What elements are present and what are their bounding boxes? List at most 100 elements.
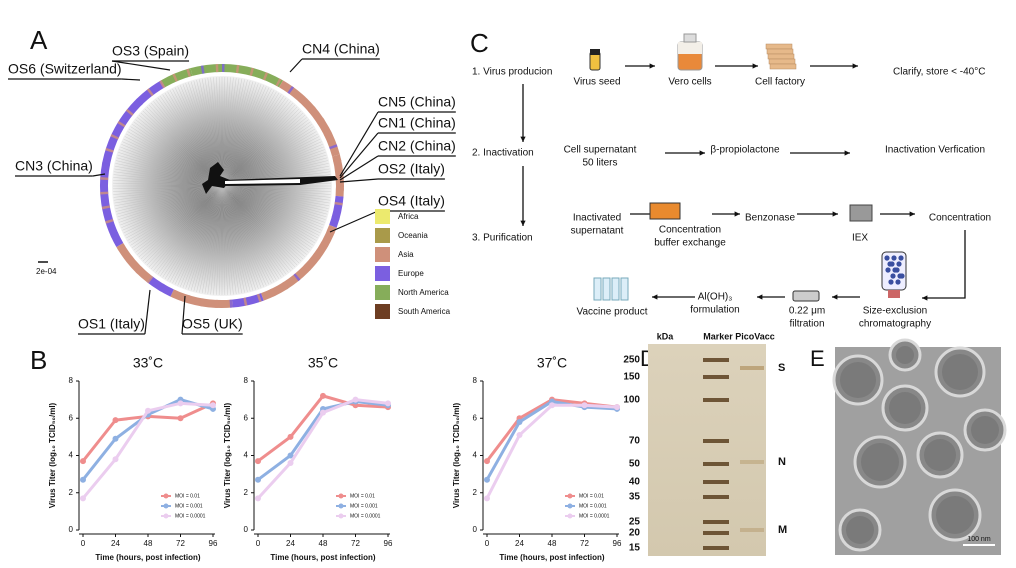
series-line <box>485 399 618 481</box>
label: OS3 (Spain) <box>112 43 189 59</box>
tree-branch <box>221 185 231 295</box>
ring-stripe <box>249 67 254 76</box>
tree-branch <box>135 119 223 187</box>
label: 33˚C <box>133 355 163 371</box>
sec-bead <box>896 261 902 267</box>
tree-branch <box>221 96 284 187</box>
sec-bead <box>885 267 891 273</box>
ring-stripe <box>329 144 338 150</box>
tree-branch <box>221 77 231 187</box>
tree-branch <box>221 79 248 187</box>
label: MOI = 0.01 <box>579 493 604 499</box>
label: Virus Titer (log₁₀ TCID₅₀/ml) <box>223 402 232 508</box>
label: 3. Purification <box>472 233 533 244</box>
tree-branch <box>221 131 317 187</box>
label: PicoVacc <box>735 331 775 341</box>
seed-cap <box>590 49 600 55</box>
tree-branch <box>169 185 223 282</box>
label: M <box>778 524 787 536</box>
point <box>112 456 119 463</box>
point <box>255 495 261 502</box>
vial <box>602 277 611 301</box>
arrow-head <box>909 211 915 217</box>
marker-band <box>703 520 729 524</box>
tree-branch <box>185 185 223 289</box>
point <box>177 415 184 422</box>
tree-branch <box>221 185 234 295</box>
point <box>287 459 294 466</box>
tree-branch <box>221 185 328 215</box>
particle-core <box>896 346 914 364</box>
tree-branch <box>116 185 223 215</box>
tree-branch <box>221 86 267 187</box>
tree-branch <box>121 185 223 228</box>
point <box>112 417 119 424</box>
tree-branch <box>120 146 223 187</box>
ring-stripe <box>105 218 114 224</box>
leader-line <box>339 155 379 181</box>
label: 0 <box>485 539 490 548</box>
sec-bead <box>887 261 893 267</box>
tree-branch <box>115 160 223 187</box>
ring-stripe <box>110 231 119 238</box>
point <box>484 458 490 465</box>
tree-branch <box>221 185 270 285</box>
tree-branch <box>221 84 262 187</box>
legend-swatch <box>375 247 390 262</box>
tree-branch <box>139 185 223 257</box>
tree-branch <box>221 185 311 251</box>
tree-branch <box>188 185 223 290</box>
tree-branch <box>121 144 223 187</box>
label: Cell supernatant <box>564 145 637 156</box>
label: 24 <box>515 539 524 548</box>
label: Clarify, store < -40°C <box>893 67 985 78</box>
label: MOI = 0.01 <box>175 493 200 499</box>
label: 35˚C <box>308 355 338 371</box>
ring-segment <box>329 195 344 228</box>
tree-branch <box>221 85 264 187</box>
bottle-cap <box>683 33 697 43</box>
leader-line <box>339 111 379 177</box>
label: 0 <box>473 525 478 534</box>
tree-branch <box>221 78 243 187</box>
point <box>80 495 86 502</box>
label: Time (hours, post infection) <box>95 553 201 562</box>
particle-core <box>861 443 899 481</box>
tree-branch <box>221 185 240 294</box>
legend-swatch <box>375 304 390 319</box>
vial <box>593 277 602 301</box>
tree-branch <box>221 115 305 187</box>
label: Virus Titer (log₁₀ TCID₅₀/ml) <box>48 402 57 508</box>
tree-branch <box>221 141 322 187</box>
ring-stripe <box>172 73 178 82</box>
tree-branch <box>221 79 245 187</box>
tree-branch <box>221 185 323 228</box>
leader-line <box>289 58 303 73</box>
point <box>320 392 326 399</box>
label: MOI = 0.001 <box>350 503 378 509</box>
tree-branch <box>221 78 240 187</box>
label: CN3 (China) <box>15 158 93 174</box>
legend-marker <box>338 493 344 499</box>
tree-branch <box>221 91 277 187</box>
label: Vero cells <box>668 77 711 88</box>
tree-branch <box>221 185 331 192</box>
marker-band <box>703 439 729 443</box>
ring-stripe <box>287 86 295 95</box>
label: CN2 (China) <box>378 138 456 154</box>
particle-core <box>936 496 974 534</box>
tree-branch <box>116 157 223 187</box>
tree-branch <box>135 185 223 253</box>
ring-stripe <box>117 244 126 251</box>
marker-band <box>703 398 729 402</box>
point <box>352 396 359 403</box>
ring-stripe <box>146 275 154 284</box>
tree-branch <box>216 185 223 295</box>
tree-branch <box>160 185 223 276</box>
tree-branch <box>127 131 223 187</box>
ring-stripe <box>331 215 340 221</box>
tree-branch <box>117 154 223 187</box>
ring-stripe <box>293 273 301 282</box>
label: 4 <box>473 451 478 460</box>
tree-branch <box>204 185 223 294</box>
